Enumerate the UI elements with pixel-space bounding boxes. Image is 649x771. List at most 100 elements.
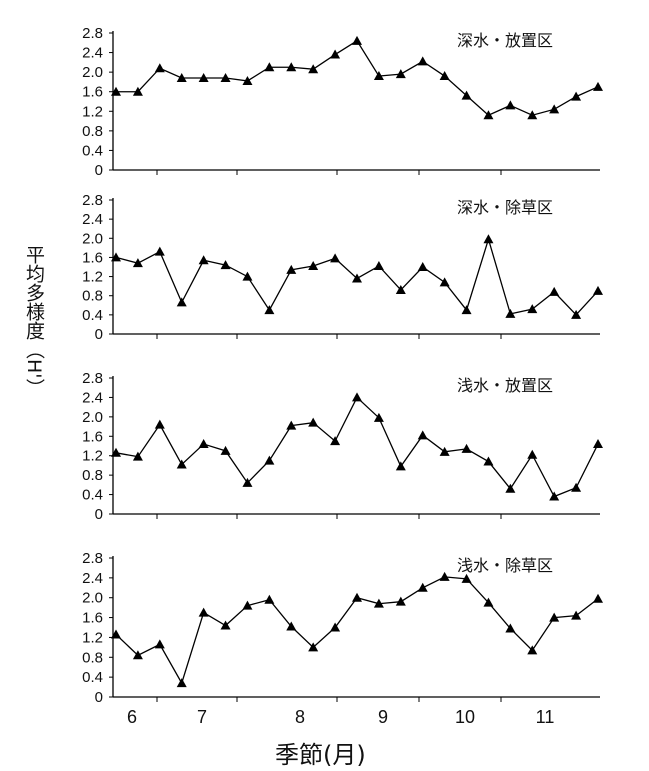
data-point: [220, 260, 231, 270]
y-tick-label: 2.8: [82, 370, 103, 387]
y-tick-label: 0.4: [82, 142, 103, 159]
data-point: [176, 73, 187, 83]
data-point: [352, 392, 362, 402]
data-point: [308, 642, 319, 652]
data-point: [549, 491, 560, 501]
data-point: [264, 594, 275, 604]
data-point: [330, 49, 341, 59]
data-point: [154, 246, 165, 256]
data-point: [198, 255, 209, 265]
data-point: [373, 261, 384, 271]
data-point: [352, 273, 362, 283]
y-tick-label: 0.8: [82, 123, 103, 140]
data-point: [439, 71, 450, 81]
data-point: [286, 420, 297, 430]
data-point: [220, 73, 231, 83]
data-point: [439, 571, 450, 581]
panel-3: 0 0.4 0.8 1.2 1.6 2.0 2.4 2.8 浅水・放置区: [82, 370, 603, 523]
data-point: [132, 451, 143, 461]
y-axis-label: 平均多様度（H'）: [23, 245, 45, 398]
data-point: [176, 297, 187, 307]
panel-2: 0 0.4 0.8 1.2 1.6 2.0 2.4 2.8 深水・除草区: [82, 192, 603, 343]
data-point: [352, 35, 362, 45]
data-point: [395, 596, 406, 606]
data-point: [242, 477, 253, 487]
y-tick-label: 2.8: [82, 192, 103, 209]
data-point: [286, 62, 297, 72]
data-point: [549, 612, 560, 622]
data-point: [483, 234, 494, 244]
data-point: [417, 262, 428, 271]
y-tick-label: 2.4: [82, 389, 103, 406]
data-point: [264, 455, 275, 465]
data-point: [461, 305, 472, 315]
data-point: [308, 261, 319, 271]
data-point: [417, 582, 428, 592]
data-point: [461, 90, 472, 100]
x-tick-label: 7: [197, 707, 207, 727]
data-point: [571, 309, 582, 319]
data-point: [593, 439, 603, 449]
data-point: [132, 258, 143, 268]
y-tick-label: 0.4: [82, 487, 103, 504]
y-tick-label: 1.6: [82, 610, 103, 627]
x-tick-label: 11: [536, 707, 555, 727]
data-point: [286, 264, 297, 274]
y-tick-label: 0: [95, 326, 103, 343]
data-point: [461, 573, 472, 583]
data-point: [571, 610, 582, 620]
data-point: [593, 81, 603, 91]
data-point: [220, 620, 231, 630]
y-tick-label: 0: [95, 162, 103, 179]
data-point: [154, 639, 165, 649]
data-point: [593, 285, 603, 295]
data-point: [439, 277, 450, 287]
y-tick-label: 1.2: [82, 629, 103, 646]
data-point: [571, 482, 582, 492]
data-point: [395, 461, 406, 471]
data-point: [483, 456, 494, 466]
data-point: [505, 100, 516, 110]
data-point: [111, 629, 121, 639]
data-point: [264, 305, 275, 315]
y-tick-label: 1.2: [82, 103, 103, 120]
y-tick-label: 2.4: [82, 45, 103, 62]
panel-title: 浅水・除草区: [457, 556, 553, 575]
x-axis-label: 季節(月): [275, 741, 366, 769]
data-point: [330, 436, 341, 446]
data-point: [461, 443, 472, 453]
y-tick-label: 2.4: [82, 211, 103, 228]
data-point: [527, 645, 538, 655]
y-tick-label: 1.6: [82, 428, 103, 445]
series-line: [116, 39, 599, 116]
data-point: [154, 419, 165, 429]
data-point: [373, 598, 384, 608]
data-point: [549, 286, 560, 296]
data-point: [242, 75, 253, 85]
x-tick-label: 6: [127, 707, 137, 727]
data-point: [505, 308, 516, 318]
y-tick-label: 0.8: [82, 649, 103, 666]
data-point: [527, 304, 538, 314]
panel-1: 0 0.4 0.8 1.2 1.6 2.0 2.4 2.8 深水・放置区: [82, 25, 603, 179]
y-tick-label: 2.8: [82, 25, 103, 42]
data-point: [264, 62, 275, 72]
data-point: [439, 446, 450, 456]
y-tick-label: 0: [95, 506, 103, 523]
data-point: [308, 64, 319, 74]
data-point: [198, 607, 209, 617]
data-point: [132, 86, 143, 96]
data-point: [111, 252, 121, 262]
y-tick-label: 1.2: [82, 269, 103, 286]
y-tick-label: 1.6: [82, 84, 103, 101]
data-point: [395, 69, 406, 79]
y-tick-label: 0.8: [82, 288, 103, 305]
data-point: [549, 104, 560, 114]
y-tick-label: 1.6: [82, 249, 103, 266]
y-tick-label: 0.4: [82, 307, 103, 324]
data-point: [352, 592, 362, 602]
y-tick-label: 2.0: [82, 590, 103, 607]
data-point: [527, 449, 538, 459]
